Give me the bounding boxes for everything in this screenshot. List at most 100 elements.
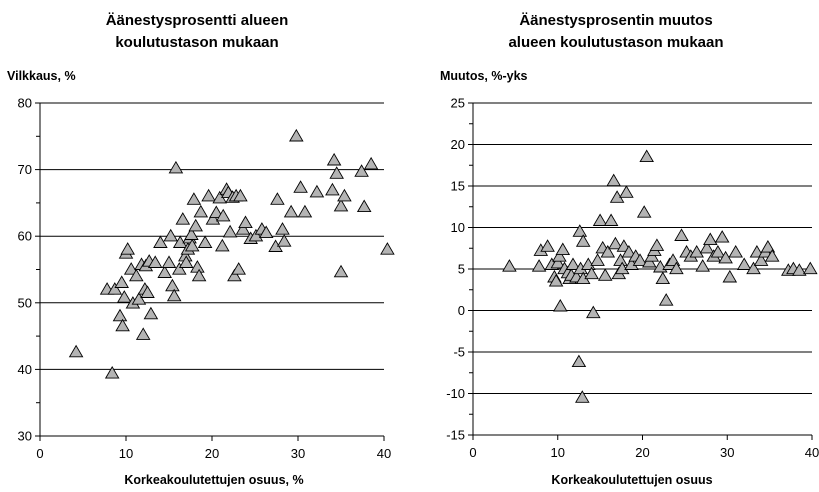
right-data-point-3 [540,239,555,252]
left-data-point-76 [333,198,349,212]
right-data-point-15 [565,257,581,270]
right-data-point-7 [550,255,566,269]
left-data-point-7 [117,290,132,303]
left-data-point-67 [276,234,292,247]
right-plot-area: -15 -10 -5 0 5 10 15 20 25 0 10 20 30 40 [446,96,819,461]
right-data-point-62 [703,232,718,246]
left-data-point-44 [201,188,216,202]
left-data-point-52 [222,224,238,238]
right-data-point-6 [548,274,564,287]
right-data-point-64 [710,245,726,258]
left-data-point-41 [191,268,207,282]
right-data-point-68 [728,245,743,258]
left-data-point-12 [129,268,144,282]
left-data-point-61 [248,228,264,242]
left-data-point-18 [140,285,155,298]
right-y-tick-label-5: 10 [451,220,465,235]
right-data-point-70 [746,261,761,275]
left-data-point-79 [354,164,369,177]
left-data-point-46 [209,205,224,219]
left-data-point-5 [114,275,129,288]
left-x-tick-label-2: 20 [205,446,219,461]
right-x-tick-label-4: 40 [805,445,819,460]
right-data-point-21 [575,234,591,247]
right-x-tick-label-0: 0 [469,445,476,460]
right-data-point-10 [555,242,571,256]
right-y-axis-label: Muutos, %-yks [440,69,528,83]
right-y-tick-label-6: 15 [451,179,465,194]
right-data-point-72 [753,253,769,266]
right-data-point-67 [722,269,738,283]
left-data-point-37 [184,238,200,252]
right-data-point-17 [571,354,587,368]
left-data-point-71 [297,204,313,218]
right-data-point-55 [669,261,684,275]
right-y-tick-label-2: -5 [453,345,465,360]
left-data-point-40 [190,260,205,273]
left-data-point-1 [104,366,120,379]
left-x-tick-label-4: 40 [377,446,391,461]
left-data-point-59 [238,215,253,229]
left-data-point-39 [188,218,203,232]
right-y-tick-label-8: 25 [451,96,465,111]
right-data-point-20 [575,390,590,403]
right-data-point-79 [803,261,818,275]
right-data-point-52 [658,293,674,306]
left-data-point-0 [68,344,84,358]
left-data-point-10 [123,262,139,275]
right-data-point-1 [531,259,547,272]
left-data-point-9 [120,242,135,255]
left-data-point-72 [309,184,325,198]
right-data-point-24 [584,266,599,280]
left-data-point-75 [329,166,344,179]
left-panel: Äänestysprosentti alueen koulutustason m… [7,12,395,487]
right-x-tick-label-1: 10 [551,445,565,460]
right-data-point-51 [655,271,671,285]
right-data-point-45 [639,149,654,163]
left-data-point-45 [205,212,221,225]
left-y-tick-label-1: 40 [18,362,32,377]
left-y-axis-label: Vilkkaus, % [7,69,76,83]
left-data-point-56 [231,262,246,275]
left-data-point-42 [193,204,209,218]
left-data-point-20 [143,306,159,320]
right-y-tick-label-3: 0 [458,303,465,318]
right-x-tick-label-3: 30 [720,445,734,460]
left-data-point-82 [380,242,395,255]
right-data-point-60 [695,259,710,272]
right-x-axis-label: Korkeakoulutettujen osuus [551,473,712,487]
left-data-point-57 [233,188,248,202]
left-data-point-25 [163,228,178,242]
left-title-line1: Äänestysprosentti alueen [106,12,289,29]
right-data-point-65 [714,230,730,243]
right-data-point-27 [592,213,608,226]
left-x-axis-label: Korkeakoulutettujen osuus, % [124,473,303,487]
left-data-point-69 [289,128,304,142]
left-data-point-15 [135,327,151,340]
left-data-point-27 [166,288,182,302]
left-data-point-54 [227,268,242,282]
right-data-point-61 [699,240,715,254]
left-title-line2: koulutustason mukaan [115,34,278,51]
right-data-point-59 [689,245,704,258]
left-y-tick-label-2: 50 [18,295,32,310]
left-data-point-22 [153,235,168,248]
right-data-point-49 [649,238,665,251]
left-data-point-6 [115,318,130,332]
left-data-point-70 [293,180,308,193]
left-data-point-33 [178,255,194,268]
right-data-point-31 [603,213,619,226]
left-plot-area: 30 40 50 60 70 80 0 10 20 30 40 [18,96,395,461]
left-data-point-80 [356,199,372,213]
right-data-point-26 [590,253,605,266]
left-data-point-38 [186,192,202,205]
right-data-point-0 [502,259,517,272]
left-data-point-68 [283,204,299,218]
right-y-tick-label-4: 5 [458,262,465,277]
right-y-tick-label-0: -15 [446,428,465,443]
left-y-tick-label-3: 60 [18,229,32,244]
right-data-point-32 [606,173,621,187]
left-data-point-26 [165,278,180,292]
left-data-point-58 [235,222,251,235]
